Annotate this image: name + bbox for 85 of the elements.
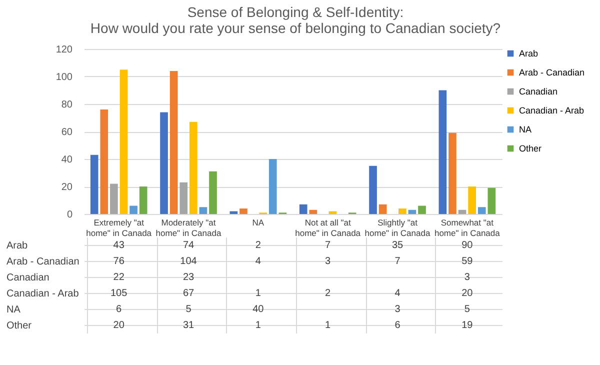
text: NA — [6, 304, 20, 316]
data-label: 20 — [462, 288, 474, 299]
bar — [418, 206, 426, 214]
data-label: 7 — [394, 256, 401, 267]
bar — [189, 122, 198, 214]
x-tick-label: Not at all "at home" in Canada — [295, 218, 361, 238]
data-label: 3 — [325, 256, 332, 267]
chart-title: Sense of Belonging & Self-Identity: How would you rate your sense of belonging to Canadian society? — [90, 4, 501, 36]
data-label: 2 — [255, 240, 262, 251]
text: Other — [6, 320, 32, 332]
bar — [398, 208, 406, 214]
y-tick-label: 20 — [61, 182, 73, 193]
data-label: 3 — [464, 272, 470, 283]
data-label: 1 — [255, 288, 262, 299]
bar — [488, 188, 496, 214]
data-label: 4 — [255, 256, 262, 267]
y-tick-label: 40 — [61, 154, 73, 166]
bar — [378, 204, 387, 214]
x-tick-label: Extremely "at home" in Canada — [86, 218, 152, 238]
y-tick-label: 0 — [66, 210, 73, 220]
bar — [139, 186, 148, 214]
data-label: 59 — [462, 256, 474, 267]
bar — [160, 112, 168, 214]
data-label: 35 — [392, 240, 404, 251]
bar — [468, 186, 476, 214]
data-label: 3 — [394, 304, 401, 315]
data-label: 1 — [325, 320, 332, 331]
text: Canadian — [6, 272, 50, 284]
legend-label: Canadian — [519, 86, 558, 96]
bar — [369, 166, 377, 214]
data-label: 5 — [186, 304, 192, 315]
data-label: 76 — [113, 256, 125, 267]
legend-label: Other — [519, 144, 542, 154]
bar — [240, 208, 248, 214]
bar — [180, 182, 188, 214]
text: Arab - Canadian — [6, 256, 80, 268]
bar — [408, 210, 416, 214]
data-label: 31 — [182, 320, 194, 331]
data-label: 19 — [462, 320, 474, 331]
data-label: 23 — [182, 272, 194, 283]
text: Arab — [6, 240, 28, 252]
data-label: 67 — [182, 288, 194, 299]
data-label: 6 — [116, 304, 122, 315]
x-tick-label: Slightly "at home" in Canada — [364, 218, 430, 238]
bar — [458, 210, 466, 214]
data-label: 105 — [110, 288, 128, 299]
bar — [438, 90, 447, 214]
x-tick-label: Moderately "at home" in Canada — [156, 218, 222, 238]
data-label: 43 — [113, 240, 125, 251]
bar — [309, 210, 318, 214]
bar — [268, 159, 277, 214]
bar — [110, 184, 118, 214]
data-label: 2 — [325, 288, 332, 299]
bar — [209, 171, 217, 214]
bar — [90, 154, 98, 214]
y-tick-label: 120 — [56, 44, 73, 56]
data-label: 7 — [325, 240, 332, 251]
bar — [120, 70, 128, 214]
data-label: 40 — [252, 304, 264, 315]
y-tick-label: 60 — [61, 127, 73, 138]
y-tick-label: 80 — [61, 100, 73, 110]
data-label: 22 — [113, 272, 125, 283]
legend-label: Arab - Canadian — [519, 68, 585, 78]
bar — [478, 207, 486, 214]
data-label: 6 — [394, 320, 401, 331]
bar — [199, 207, 208, 214]
data-label: 104 — [180, 256, 198, 267]
text: Canadian - Arab — [6, 288, 79, 300]
data-label: 5 — [464, 304, 470, 315]
x-tick-label: NA — [252, 218, 264, 228]
bar — [448, 132, 456, 214]
y-tick-label: 100 — [56, 72, 73, 83]
data-label: 74 — [182, 240, 194, 251]
legend-label: Arab — [519, 48, 538, 58]
data-label: 1 — [255, 320, 262, 331]
legend-label: Canadian - Arab — [519, 106, 584, 116]
bar — [299, 204, 308, 214]
bar — [170, 71, 178, 214]
data-label: 20 — [113, 320, 125, 331]
bar — [100, 110, 108, 214]
data-label: 90 — [462, 240, 474, 251]
x-tick-label: Somewhat "at home" in Canada — [434, 218, 500, 238]
bar — [130, 206, 138, 214]
data-label: 4 — [394, 288, 401, 299]
legend-label: NA — [519, 124, 532, 134]
